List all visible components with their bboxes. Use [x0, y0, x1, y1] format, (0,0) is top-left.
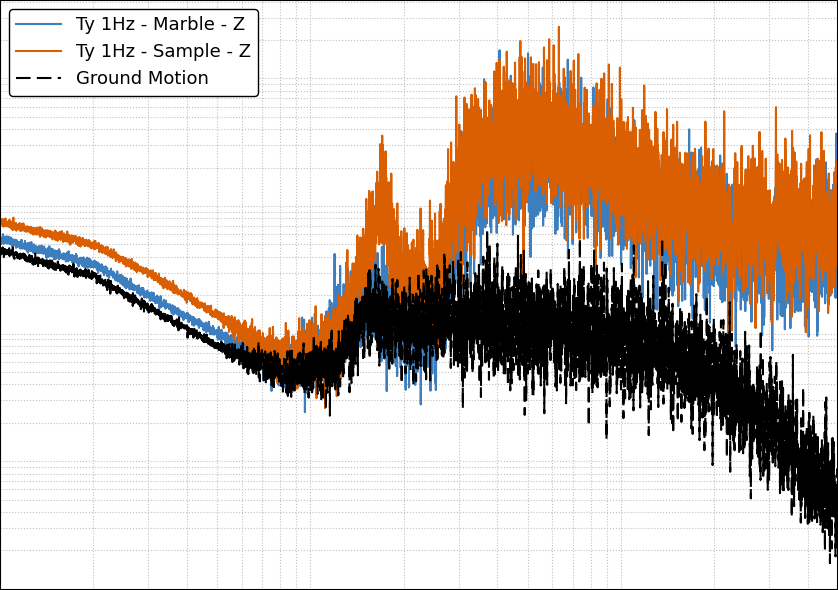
- Ty 1Hz - Marble - Z: [0, 230, 5, 237]
- Ground Motion: [315, 376, 325, 384]
- Ty 1Hz - Sample - Z: [0, 220, 5, 227]
- Ty 1Hz - Sample - Z: [554, 23, 564, 30]
- Line: Ty 1Hz - Marble - Z: Ty 1Hz - Marble - Z: [0, 50, 838, 412]
- Ground Motion: [541, 316, 551, 323]
- Ty 1Hz - Sample - Z: [833, 253, 838, 260]
- Ground Motion: [498, 330, 508, 337]
- Ty 1Hz - Sample - Z: [320, 405, 330, 412]
- Ty 1Hz - Sample - Z: [685, 219, 695, 226]
- Ty 1Hz - Marble - Z: [315, 350, 325, 357]
- Ground Motion: [833, 491, 838, 499]
- Line: Ty 1Hz - Sample - Z: Ty 1Hz - Sample - Z: [0, 27, 838, 408]
- Ty 1Hz - Marble - Z: [685, 232, 695, 239]
- Ty 1Hz - Sample - Z: [541, 124, 551, 131]
- Ground Motion: [620, 335, 630, 342]
- Ground Motion: [482, 225, 492, 232]
- Ground Motion: [147, 306, 158, 313]
- Ty 1Hz - Marble - Z: [147, 290, 158, 297]
- Ty 1Hz - Marble - Z: [541, 90, 551, 97]
- Ground Motion: [825, 560, 835, 567]
- Line: Ground Motion: Ground Motion: [0, 229, 838, 563]
- Ty 1Hz - Marble - Z: [494, 47, 504, 54]
- Ty 1Hz - Sample - Z: [498, 158, 508, 165]
- Ty 1Hz - Sample - Z: [147, 273, 158, 280]
- Ty 1Hz - Marble - Z: [300, 409, 310, 416]
- Ty 1Hz - Marble - Z: [833, 283, 838, 290]
- Ground Motion: [684, 310, 694, 317]
- Ty 1Hz - Sample - Z: [315, 344, 325, 351]
- Ty 1Hz - Marble - Z: [621, 195, 631, 202]
- Legend: Ty 1Hz - Marble - Z, Ty 1Hz - Sample - Z, Ground Motion: Ty 1Hz - Marble - Z, Ty 1Hz - Sample - Z…: [9, 9, 258, 96]
- Ty 1Hz - Marble - Z: [498, 175, 508, 182]
- Ground Motion: [0, 248, 5, 255]
- Ty 1Hz - Sample - Z: [621, 157, 631, 164]
